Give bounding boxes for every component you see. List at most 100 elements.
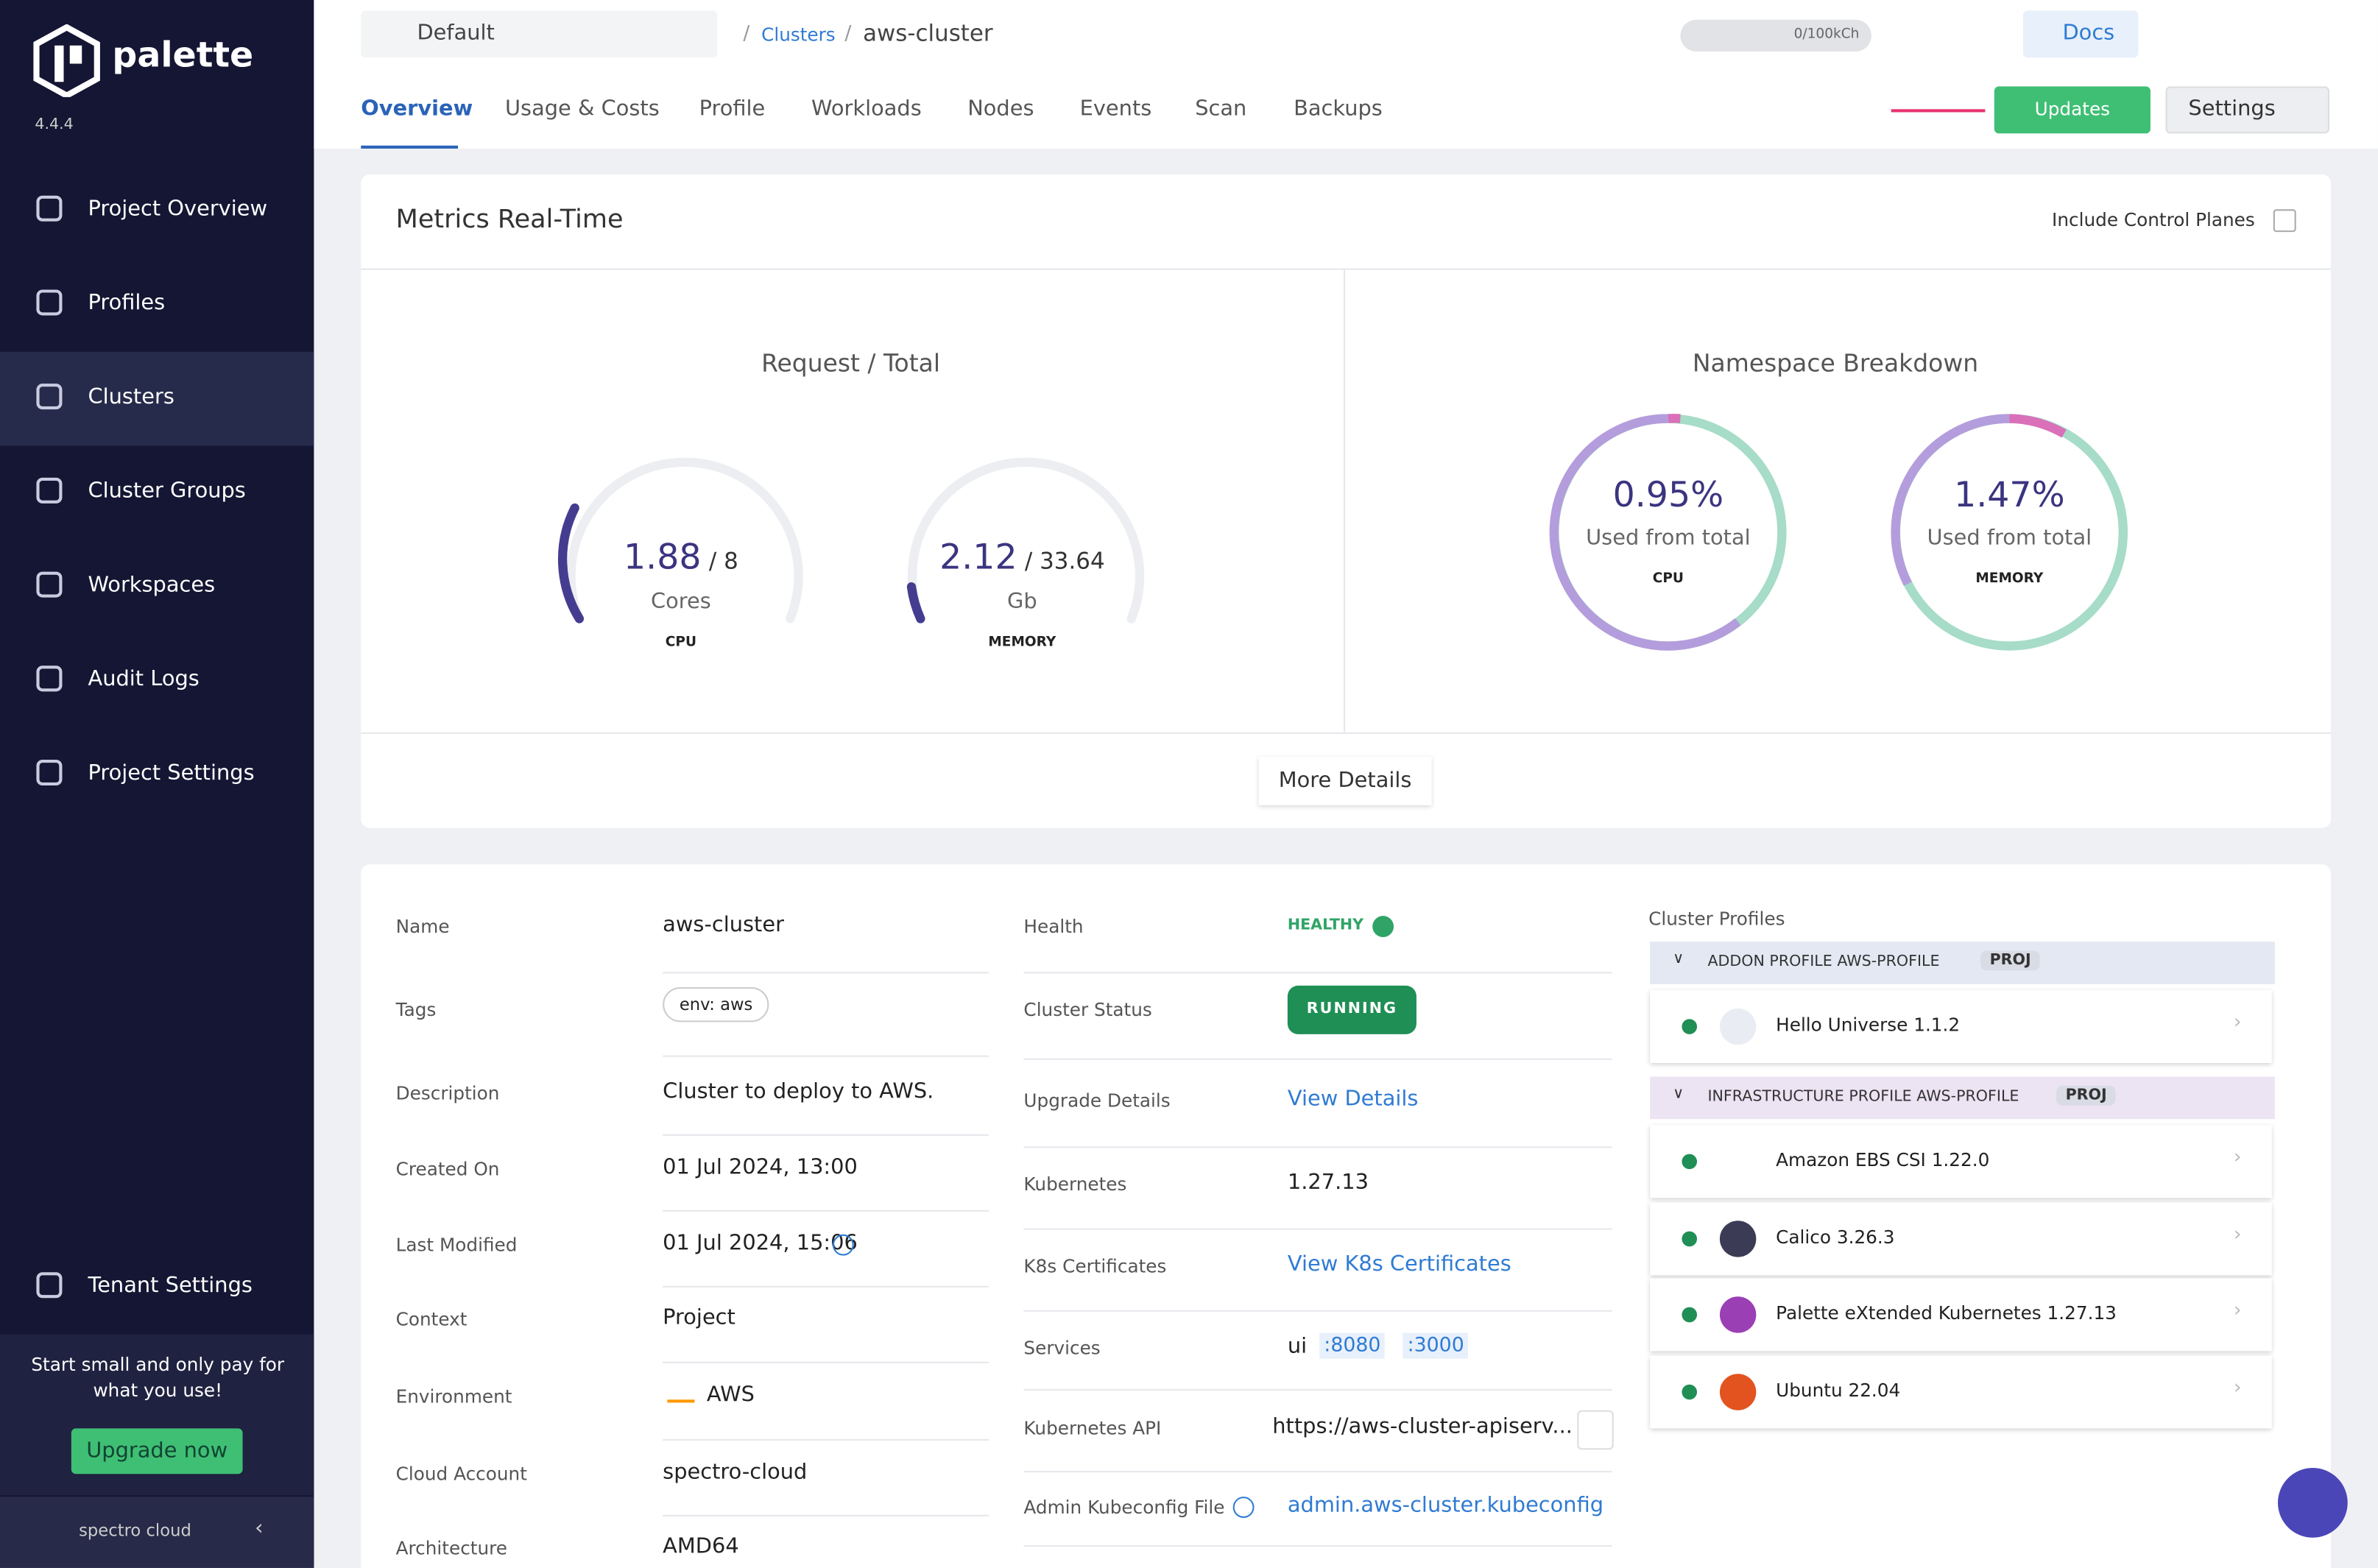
field-label: Description [395, 1082, 500, 1104]
tab[interactable]: Nodes [967, 96, 1034, 121]
search-fab[interactable] [2277, 1467, 2348, 1538]
ring-text: Used from total [1927, 526, 2092, 551]
tab[interactable]: Events [1079, 96, 1152, 121]
service-name: ui [1287, 1334, 1308, 1359]
field-value: Project [663, 1305, 735, 1330]
field-label: Health [1023, 916, 1084, 938]
upgrade-button[interactable]: Upgrade now [71, 1428, 243, 1475]
collapse[interactable]: ‹ [255, 1516, 264, 1541]
group-name: INFRASTRUCTURE PROFILE AWS-PROFILE [1707, 1089, 2019, 1106]
nav-item[interactable]: Workspaces [0, 540, 314, 634]
field-value: 01 Jul 2024, 15:06 [663, 1231, 858, 1256]
copy-button[interactable] [1577, 1410, 1614, 1450]
gauge-value: 2.12/ 33.64 [901, 538, 1144, 578]
settings-button[interactable]: Settings [2165, 86, 2330, 134]
gauge-value: 1.88/ 8 [560, 538, 802, 578]
profile-layer[interactable]: Amazon EBS CSI 1.22.0 › [1650, 1125, 2272, 1198]
field-label: Cloud Account [395, 1463, 527, 1485]
nav-label: Audit Logs [88, 667, 200, 692]
sidebar: palette 4.4.4 Project Overview Profiles Cl… [0, 0, 314, 1568]
row-divider [1023, 1228, 1612, 1230]
request-title: Request / Total [761, 348, 940, 378]
nav-icon [36, 289, 63, 316]
row-divider [663, 1514, 989, 1516]
tab[interactable]: Backups [1294, 96, 1383, 121]
tab[interactable]: Profile [699, 96, 766, 121]
namespace-title: Namespace Breakdown [1692, 348, 1979, 378]
layer-icon [1719, 1296, 1757, 1333]
field-label: K8s Certificates [1023, 1255, 1167, 1277]
layer-name: Amazon EBS CSI 1.22.0 [1776, 1149, 1990, 1171]
tab[interactable]: Scan [1195, 96, 1247, 121]
project: Default [417, 21, 495, 46]
field-label: Name [395, 916, 450, 938]
nav-label: Project Settings [88, 761, 255, 786]
field-label: Last Modified [395, 1234, 518, 1256]
chevron: › [2233, 1223, 2242, 1247]
profile-group[interactable]: ADDON PROFILE AWS-PROFILE ∨ PROJ [1650, 942, 2275, 984]
tab-underline [361, 145, 459, 149]
nav-icon [36, 384, 63, 410]
nav-item[interactable]: Project Settings [0, 728, 314, 822]
separator: / [844, 22, 852, 46]
status-dot [1682, 1307, 1698, 1323]
tab[interactable]: Workloads [811, 96, 922, 121]
nav-item[interactable]: Profiles [0, 258, 314, 352]
more-details[interactable]: More Details [1258, 756, 1432, 805]
service-port[interactable]: :3000 [1403, 1332, 1469, 1359]
field-value[interactable]: admin.aws-cluster.kubeconfig [1287, 1494, 1604, 1518]
nav-item[interactable]: Clusters [0, 351, 314, 446]
row-divider [663, 1285, 989, 1288]
row-divider [663, 1055, 989, 1057]
nav-icon [36, 665, 63, 692]
cpu-gauge [557, 457, 803, 624]
checkbox[interactable] [2273, 209, 2296, 233]
profile-layer[interactable]: Ubuntu 22.04 › [1650, 1355, 2272, 1429]
status-dot [1682, 1154, 1698, 1170]
nav-item[interactable]: Cluster Groups [0, 446, 314, 540]
toggle-label: Include Control Planes [2052, 209, 2255, 231]
updates-button[interactable]: Updates [1994, 86, 2151, 134]
memory-ring [1891, 414, 2128, 651]
profile-group[interactable]: INFRASTRUCTURE PROFILE AWS-PROFILE ∨ PROJ [1650, 1076, 2275, 1120]
field-value[interactable]: View Details [1287, 1087, 1419, 1112]
tab[interactable]: Usage & Costs [504, 96, 660, 121]
memory-gauge [906, 457, 1145, 624]
service-port[interactable]: :8080 [1319, 1332, 1386, 1359]
nav-item[interactable]: Audit Logs [0, 634, 314, 728]
profile-layer[interactable]: Calico 3.26.3 › [1650, 1202, 2272, 1276]
tenant-settings[interactable]: Tenant Settings [0, 1240, 314, 1335]
ring-text: Used from total [1586, 526, 1751, 551]
chevron: › [2233, 1377, 2242, 1400]
field-value: https://aws-cluster-apiserv... [1272, 1414, 1573, 1439]
profile-layer[interactable]: Hello Universe 1.1.2 › [1650, 990, 2272, 1063]
divider [361, 732, 2332, 734]
gauge-unit: Cores [650, 590, 711, 615]
field-label: Upgrade Details [1023, 1090, 1171, 1112]
field-label: Kubernetes API [1023, 1418, 1162, 1439]
ring-value: 1.47% [1954, 476, 2065, 516]
row-divider [663, 1361, 989, 1363]
chevron: ∨ [1673, 1085, 1684, 1103]
nav-icon [36, 195, 63, 222]
gauge-label: CPU [665, 635, 697, 651]
promo: Start small and only pay for what you us… [31, 1354, 285, 1402]
profile-layer[interactable]: Palette eXtended Kubernetes 1.27.13 › [1650, 1278, 2272, 1352]
field-value: aws-cluster [663, 913, 784, 938]
field-value: HEALTHY [1287, 917, 1364, 934]
version: 4.4.4 [35, 116, 74, 134]
field-value: Cluster to deploy to AWS. [663, 1079, 934, 1104]
row-divider [1023, 1058, 1612, 1060]
nav-label: Profiles [88, 291, 166, 316]
breadcrumb[interactable]: Clusters [761, 24, 836, 46]
project-select[interactable] [361, 10, 718, 58]
docs-button[interactable] [2022, 10, 2139, 58]
nav-item[interactable]: Project Overview [0, 163, 314, 258]
logo [33, 24, 100, 97]
row-divider [663, 1209, 989, 1212]
gauge-total: / 33.64 [1024, 547, 1105, 575]
field-value[interactable]: View K8s Certificates [1287, 1252, 1511, 1277]
field-value: RUNNING [1287, 985, 1416, 1034]
tab[interactable]: Overview [361, 96, 473, 121]
